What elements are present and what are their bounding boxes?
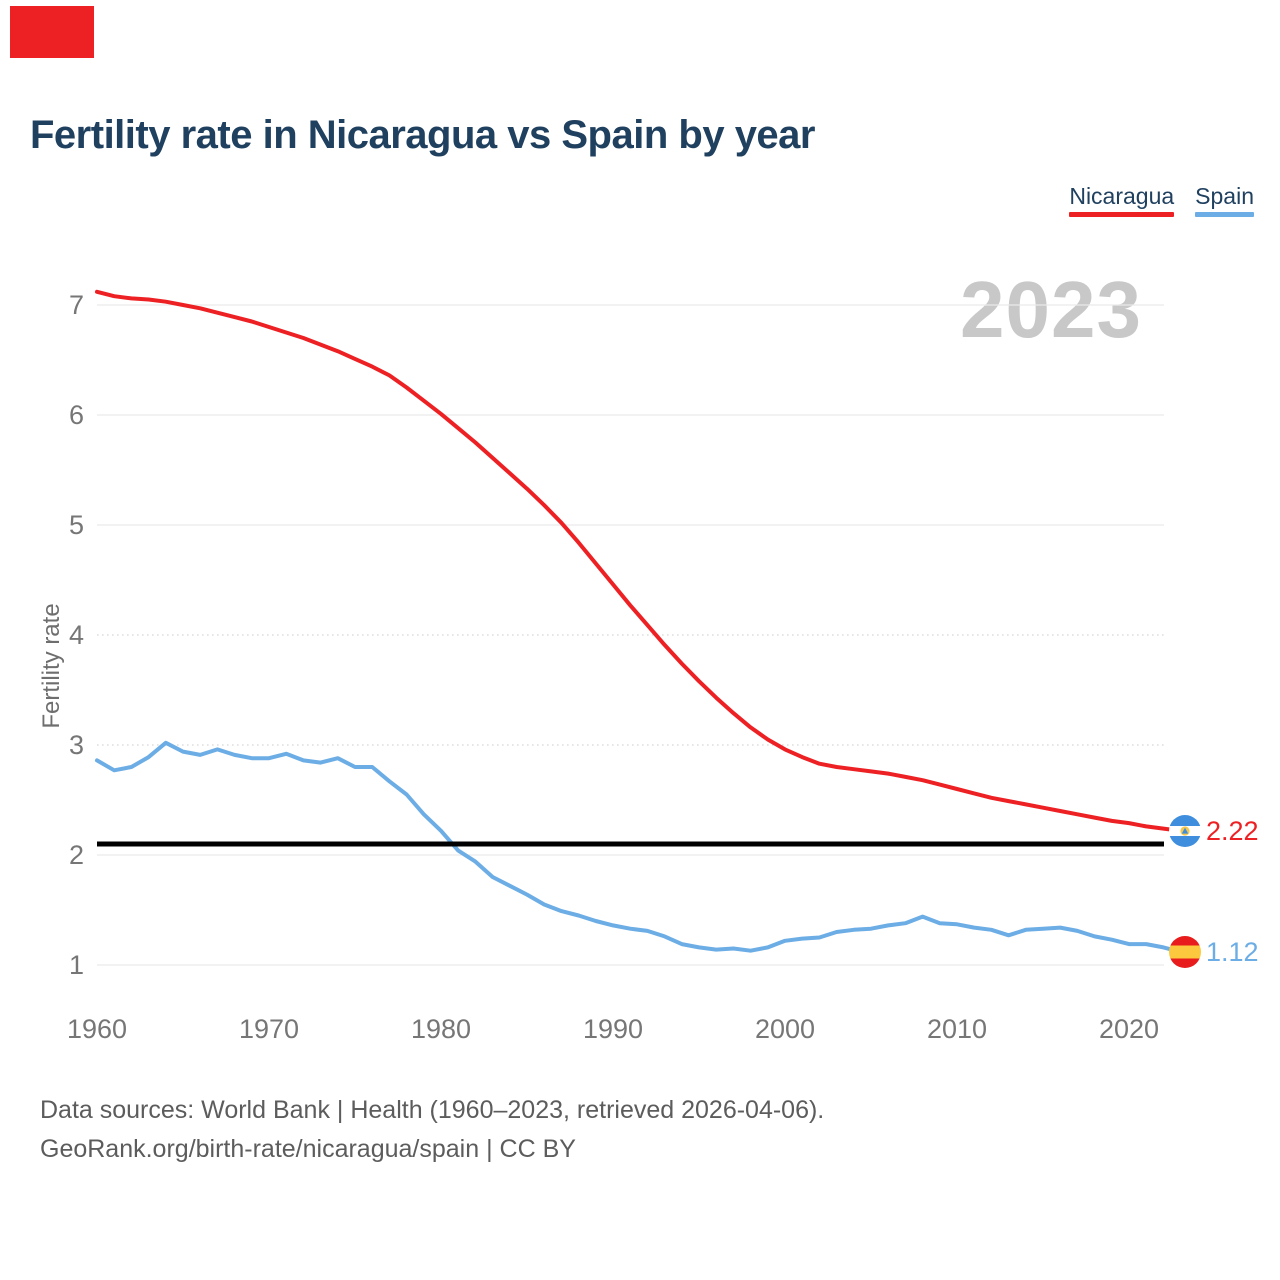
spain-series-line <box>95 740 1183 954</box>
legend-label-nicaragua: Nicaragua <box>1069 183 1175 209</box>
spain-end-value: 1.12 <box>1206 937 1259 967</box>
chart-legend: Nicaragua Spain <box>1069 183 1254 217</box>
y-tick-label: 6 <box>68 400 84 430</box>
legend-label-spain: Spain <box>1195 183 1254 209</box>
legend-color-bar-spain <box>1195 212 1254 217</box>
y-tick-label: 3 <box>68 730 84 760</box>
footer-line-1: Data sources: World Bank | Health (1960–… <box>40 1096 825 1124</box>
red-marker-block <box>10 6 94 58</box>
y-tick-label: 1 <box>68 950 84 980</box>
y-tick-label: 7 <box>68 290 84 320</box>
y-tick-label: 4 <box>68 620 84 650</box>
nicaragua-flag-icon <box>1169 815 1201 847</box>
watermark-year: 2023 <box>960 265 1142 354</box>
x-tick-label: 2000 <box>754 1014 816 1044</box>
x-tick-label: 2020 <box>1098 1014 1160 1044</box>
page-title: Fertility rate in Nicaragua vs Spain by … <box>30 113 816 157</box>
x-tick-label: 2010 <box>926 1014 988 1044</box>
x-tick-label: 1980 <box>410 1014 472 1044</box>
x-tick-label: 1970 <box>238 1014 300 1044</box>
x-tick-label: 1990 <box>582 1014 644 1044</box>
x-tick-label: 1960 <box>66 1014 128 1044</box>
y-tick-label: 5 <box>68 510 84 540</box>
y-tick-label: 2 <box>68 840 84 870</box>
nicaragua-end-value: 2.22 <box>1206 816 1259 846</box>
legend-color-bar-nicaragua <box>1069 212 1175 217</box>
spain-flag-icon <box>1169 936 1201 968</box>
footer-line-2: GeoRank.org/birth-rate/nicaragua/spain |… <box>40 1135 576 1163</box>
legend-item-nicaragua[interactable]: Nicaragua <box>1069 183 1175 217</box>
data-source-footer: Data sources: World Bank | Health (1960–… <box>40 1091 824 1169</box>
legend-item-spain[interactable]: Spain <box>1195 183 1254 217</box>
nicaragua-series-line <box>95 289 1183 833</box>
